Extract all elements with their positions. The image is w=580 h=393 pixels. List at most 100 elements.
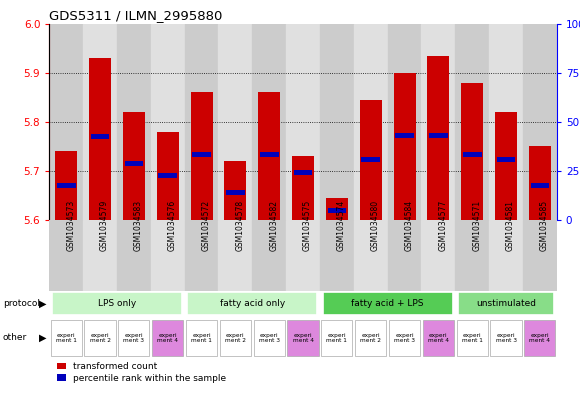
Bar (157, 132, 179, 220)
Bar (219, 220, 252, 291)
FancyBboxPatch shape (187, 292, 317, 315)
Text: GSM1034575: GSM1034575 (303, 200, 312, 252)
Bar (258, 92, 280, 220)
FancyBboxPatch shape (288, 320, 318, 356)
Bar (252, 220, 286, 291)
FancyBboxPatch shape (50, 320, 82, 356)
Bar (395, 133, 414, 138)
Bar (55, 151, 77, 220)
FancyBboxPatch shape (321, 320, 353, 356)
Bar (427, 55, 450, 220)
Text: experi
ment 3: experi ment 3 (495, 333, 517, 343)
Text: GSM1034585: GSM1034585 (540, 200, 549, 251)
Bar (117, 24, 151, 220)
Text: GSM1034574: GSM1034574 (337, 200, 346, 252)
Bar (320, 220, 354, 291)
Text: experi
ment 4: experi ment 4 (157, 333, 178, 343)
Text: GSM1034571: GSM1034571 (472, 200, 481, 251)
Bar (90, 134, 110, 139)
FancyBboxPatch shape (118, 320, 150, 356)
Text: LPS only: LPS only (98, 299, 136, 308)
Text: experi
ment 1: experi ment 1 (56, 333, 77, 343)
Text: fatty acid only: fatty acid only (220, 299, 285, 308)
Text: ▶: ▶ (39, 333, 46, 343)
Bar (387, 220, 422, 291)
Text: GSM1034580: GSM1034580 (371, 200, 380, 251)
Bar (151, 220, 184, 291)
Text: GSM1034578: GSM1034578 (235, 200, 244, 251)
Bar (117, 220, 151, 291)
FancyBboxPatch shape (186, 320, 217, 356)
Bar (158, 173, 177, 178)
Text: experi
ment 2: experi ment 2 (360, 333, 381, 343)
Bar (463, 152, 481, 157)
Bar (328, 208, 346, 213)
FancyBboxPatch shape (253, 320, 285, 356)
Bar (455, 220, 489, 291)
Text: GSM1034582: GSM1034582 (269, 200, 278, 251)
Text: experi
ment 4: experi ment 4 (292, 333, 314, 343)
Bar (224, 161, 246, 220)
Bar (83, 24, 117, 220)
Bar (184, 24, 219, 220)
Text: experi
ment 4: experi ment 4 (530, 333, 550, 343)
Bar (354, 220, 387, 291)
Bar (326, 198, 348, 220)
Bar (191, 92, 212, 220)
Text: GSM1034583: GSM1034583 (134, 200, 143, 251)
Text: experi
ment 1: experi ment 1 (191, 333, 212, 343)
Bar (387, 24, 422, 220)
FancyBboxPatch shape (220, 320, 251, 356)
Text: GSM1034581: GSM1034581 (506, 200, 515, 251)
Bar (260, 152, 278, 157)
Text: experi
ment 3: experi ment 3 (124, 333, 144, 343)
Bar (123, 112, 145, 220)
Bar (354, 24, 387, 220)
Bar (495, 112, 517, 220)
Text: experi
ment 3: experi ment 3 (394, 333, 415, 343)
Bar (89, 58, 111, 220)
Bar (489, 220, 523, 291)
Bar (496, 157, 516, 162)
Bar (219, 24, 252, 220)
FancyBboxPatch shape (458, 292, 554, 315)
Bar (489, 24, 523, 220)
Bar (192, 152, 211, 157)
FancyBboxPatch shape (491, 320, 521, 356)
Bar (83, 220, 117, 291)
Bar (226, 190, 245, 195)
Legend: transformed count, percentile rank within the sample: transformed count, percentile rank withi… (54, 358, 230, 387)
Text: GDS5311 / ILMN_2995880: GDS5311 / ILMN_2995880 (49, 9, 223, 22)
Bar (422, 24, 455, 220)
Bar (252, 24, 286, 220)
Bar (320, 24, 354, 220)
Bar (461, 83, 483, 220)
FancyBboxPatch shape (152, 320, 183, 356)
FancyBboxPatch shape (52, 292, 182, 315)
Bar (429, 133, 448, 138)
Bar (422, 220, 455, 291)
Bar (49, 24, 83, 220)
FancyBboxPatch shape (355, 320, 386, 356)
Bar (286, 24, 320, 220)
Text: fatty acid + LPS: fatty acid + LPS (351, 299, 424, 308)
Bar (57, 183, 75, 188)
Bar (529, 147, 551, 220)
Bar (125, 161, 143, 166)
Bar (151, 24, 184, 220)
Text: GSM1034577: GSM1034577 (438, 200, 447, 252)
Bar (455, 24, 489, 220)
FancyBboxPatch shape (85, 320, 115, 356)
Bar (286, 220, 320, 291)
Bar (292, 156, 314, 220)
Bar (361, 157, 380, 162)
Text: experi
ment 2: experi ment 2 (89, 333, 111, 343)
Text: experi
ment 1: experi ment 1 (462, 333, 483, 343)
Text: GSM1034576: GSM1034576 (168, 200, 177, 252)
Text: experi
ment 2: experi ment 2 (225, 333, 246, 343)
Text: GSM1034572: GSM1034572 (202, 200, 211, 251)
FancyBboxPatch shape (456, 320, 488, 356)
Text: experi
ment 4: experi ment 4 (428, 333, 449, 343)
FancyBboxPatch shape (524, 320, 556, 356)
Bar (293, 170, 313, 175)
